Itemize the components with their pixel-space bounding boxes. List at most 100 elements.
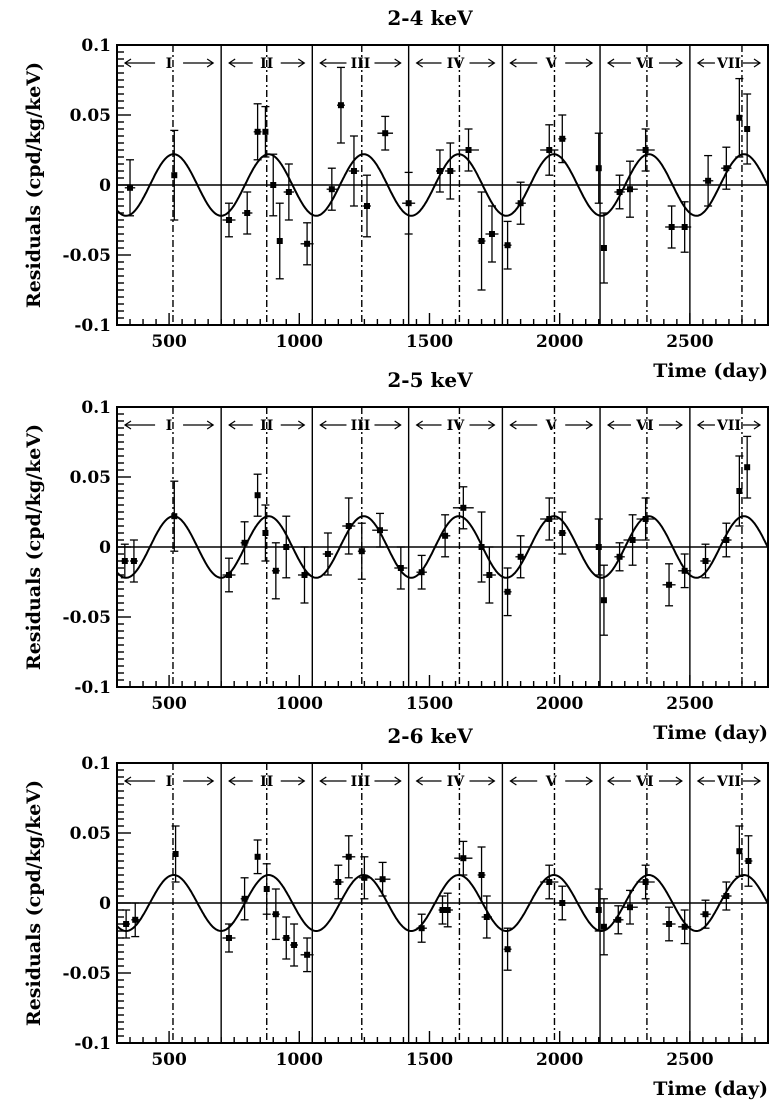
data-point	[283, 935, 290, 941]
period-arrow-left	[228, 776, 236, 786]
y-axis-label: Residuals (cpd/kg/keV)	[23, 424, 45, 670]
data-point	[681, 224, 688, 230]
data-point	[504, 242, 511, 249]
period-arrow-right	[206, 420, 215, 430]
period-label: VI	[635, 418, 653, 434]
data-point	[444, 907, 451, 913]
x-tick-label: 1000	[276, 1050, 323, 1070]
data-point	[225, 217, 232, 223]
y-axis-label: Residuals (cpd/kg/keV)	[23, 62, 45, 308]
period-label: IV	[447, 774, 466, 790]
period-arrow-right	[675, 776, 683, 786]
period-arrow-right	[297, 776, 306, 786]
period-label: V	[545, 774, 558, 790]
data-point	[244, 210, 251, 216]
data-point	[736, 114, 743, 121]
data-point	[595, 544, 602, 550]
period-arrow-right	[585, 420, 594, 430]
data-point	[478, 238, 485, 244]
period-label: VII	[716, 774, 741, 790]
period-label: II	[260, 418, 273, 434]
data-point	[723, 165, 730, 172]
data-point	[559, 135, 566, 142]
data-point	[465, 147, 472, 153]
data-point	[272, 567, 279, 574]
data-point	[600, 245, 607, 251]
y-axis-label: Residuals (cpd/kg/keV)	[23, 780, 45, 1026]
period-arrow-right	[394, 58, 402, 68]
data-point	[629, 537, 636, 543]
data-point	[172, 851, 179, 857]
data-point	[626, 904, 633, 911]
data-point	[328, 186, 335, 193]
period-label: II	[260, 774, 273, 790]
panel-title: 2-6 keV	[387, 724, 473, 748]
data-point	[702, 558, 709, 564]
data-point	[405, 200, 412, 207]
period-arrow-right	[206, 776, 215, 786]
data-point	[123, 921, 130, 927]
y-tick-label: 0	[99, 176, 111, 196]
period-arrow-left	[606, 420, 615, 430]
data-point	[283, 544, 290, 550]
period-arrow-right	[585, 776, 594, 786]
data-point	[736, 848, 743, 855]
period-arrow-left	[696, 420, 705, 430]
period-arrow-left	[415, 58, 423, 68]
data-point	[379, 876, 386, 883]
data-point	[483, 914, 490, 920]
data-point	[517, 553, 524, 560]
panel-2: 2-5 keV Residuals (cpd/kg/keV) Time (day) I…	[23, 368, 769, 744]
period-arrow-right	[488, 58, 496, 68]
period-arrow-right	[297, 420, 306, 430]
x-tick-label: 2000	[536, 332, 583, 352]
data-point	[324, 551, 331, 557]
period-arrow-right	[675, 420, 683, 430]
data-point	[345, 523, 352, 529]
data-point	[546, 516, 553, 522]
data-point	[705, 177, 712, 184]
y-tick-label: -0.05	[63, 964, 111, 984]
data-point	[132, 916, 139, 923]
x-tick-label: 500	[151, 694, 187, 714]
data-point	[642, 879, 649, 885]
data-point	[254, 128, 261, 135]
period-arrow-right	[753, 776, 762, 786]
period-arrow-right	[488, 776, 496, 786]
period-arrow-right	[675, 58, 683, 68]
data-point	[272, 911, 279, 918]
period-label: IV	[447, 418, 466, 434]
data-point	[723, 537, 730, 543]
period-label: III	[351, 774, 371, 790]
panels-group: 2-4 keV Residuals (cpd/kg/keV) Time (day) I…	[23, 6, 769, 1100]
period-arrow-right	[297, 58, 306, 68]
data-point	[559, 900, 566, 906]
y-tick-label: -0.1	[74, 678, 111, 698]
period-arrow-left	[123, 58, 132, 68]
data-point	[263, 886, 270, 892]
data-point	[504, 588, 511, 595]
y-tick-label: 0.1	[81, 398, 111, 418]
x-tick-label: 2500	[666, 694, 713, 714]
data-point	[171, 172, 178, 179]
data-point	[460, 855, 467, 862]
data-point	[642, 147, 649, 153]
x-axis-label: Time (day)	[653, 722, 768, 744]
data-point	[600, 923, 607, 930]
data-point	[377, 527, 384, 534]
period-arrow-left	[123, 776, 132, 786]
period-label: VI	[635, 774, 653, 790]
period-arrow-left	[696, 776, 705, 786]
data-point	[127, 184, 134, 191]
y-tick-label: -0.1	[74, 1034, 111, 1054]
x-axis-label: Time (day)	[653, 1078, 768, 1100]
data-point	[478, 544, 485, 550]
data-point	[225, 935, 232, 941]
period-label: III	[351, 418, 371, 434]
period-label: II	[260, 56, 273, 72]
data-point	[418, 925, 425, 932]
period-label: VI	[635, 56, 653, 72]
data-point	[361, 874, 368, 881]
y-tick-label: 0.1	[81, 36, 111, 56]
period-arrow-left	[509, 420, 517, 430]
